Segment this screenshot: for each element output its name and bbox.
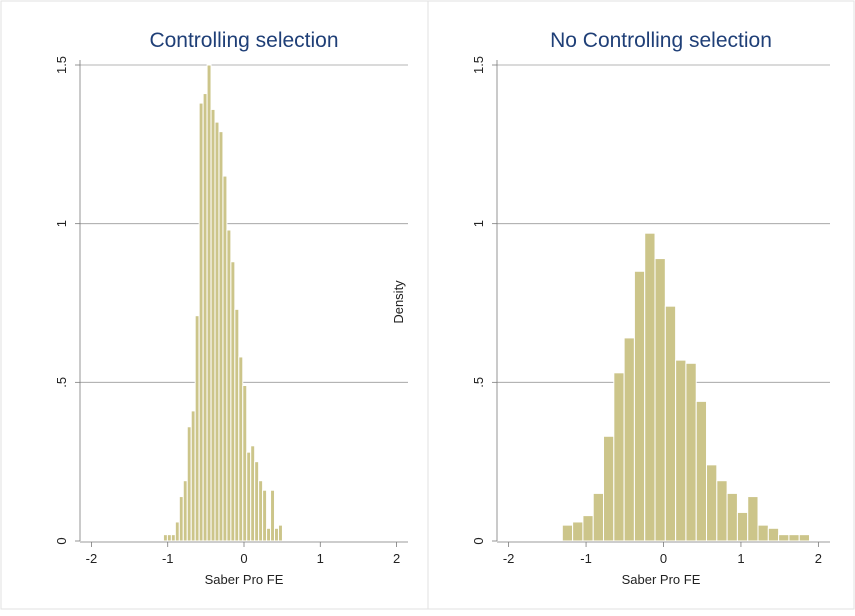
histogram-bar: [218, 131, 224, 542]
histogram-bar: [194, 315, 200, 542]
histogram-bar: [166, 534, 172, 542]
histogram-bar: [778, 534, 790, 542]
histogram-bar: [222, 175, 228, 542]
axes: 0 .5 1 1.5 -2 -1 0 1 2: [471, 56, 830, 566]
histogram-bar: [716, 480, 728, 542]
y-tick-label: 1: [54, 220, 69, 227]
y-tick-label: .5: [54, 377, 69, 388]
histogram-bar: [767, 527, 780, 542]
x-tick-label: 1: [317, 551, 324, 566]
histogram-bar: [186, 426, 192, 542]
grid-lines: [80, 64, 408, 383]
y-tick-label: 1.5: [54, 56, 69, 74]
histogram-bar: [747, 496, 759, 542]
histogram-bar: [623, 337, 635, 542]
histogram-bar: [190, 410, 196, 542]
y-tick-label: 1: [471, 220, 486, 227]
x-tick-label: -2: [86, 551, 98, 566]
chart-title: No Controlling selection: [550, 29, 772, 52]
histogram-bar: [572, 521, 584, 542]
histogram-bar: [174, 521, 180, 542]
histogram-bar: [210, 108, 216, 542]
histogram-bar: [242, 385, 248, 542]
y-axis-title: Density: [391, 280, 406, 324]
bars: [162, 64, 283, 542]
histogram-bar: [258, 480, 264, 542]
x-tick-label: 0: [240, 551, 247, 566]
histogram-bar: [603, 435, 615, 542]
histogram-bar: [675, 359, 687, 542]
panel-no-controlling-selection: No Controlling selection 0.511.5-2 -1 0 1 2 …: [391, 29, 830, 587]
histogram-bar: [162, 534, 168, 542]
histogram-bar: [582, 515, 594, 542]
histogram-bar: [170, 534, 176, 542]
histogram-bar: [262, 489, 268, 542]
histogram-bar: [246, 451, 252, 542]
histogram-bar: [214, 121, 220, 542]
y-tick-label: 0: [471, 537, 486, 544]
axes: 0 .5 1 1.5 -2 -1 0 1 2: [54, 56, 408, 566]
histogram-bar: [788, 534, 800, 542]
histogram-bar: [726, 492, 738, 542]
histogram-bar: [277, 524, 283, 542]
panel-controlling-selection: Controlling selection 0 .5 1 1.5 -2 -1 0 1 2 Sab…: [54, 29, 408, 587]
histogram-bar: [644, 232, 656, 542]
x-tick-label: 0: [660, 551, 667, 566]
histogram-bar: [561, 524, 574, 542]
histogram-bar: [685, 362, 697, 542]
histogram-bar: [757, 524, 769, 542]
histogram-bar: [230, 261, 236, 542]
x-tick-label: -1: [580, 551, 592, 566]
histogram-bar: [592, 492, 605, 542]
histogram-bar: [250, 445, 256, 542]
histogram-bar: [178, 496, 184, 542]
histogram-bar: [798, 534, 811, 542]
histogram-bar: [633, 270, 646, 542]
histogram-bar: [206, 64, 212, 542]
x-tick-label: 1: [737, 551, 744, 566]
x-axis-title: Saber Pro FE: [622, 572, 701, 587]
histogram-bar: [198, 102, 204, 542]
x-tick-label: 2: [393, 551, 400, 566]
histogram-bar: [654, 258, 666, 542]
histogram-bar: [736, 511, 749, 542]
histogram-bar: [664, 305, 677, 542]
y-tick-label: 1.5: [471, 56, 486, 74]
histogram-bar: [274, 527, 279, 542]
histogram-bar: [202, 93, 208, 542]
y-tick-label: 0: [54, 537, 69, 544]
x-tick-label: -1: [162, 551, 174, 566]
y-tick-label: .5: [471, 377, 486, 388]
histogram-bar: [706, 464, 718, 542]
histogram-bar: [254, 461, 260, 542]
histogram-bar: [182, 480, 188, 542]
bars: [561, 232, 811, 542]
x-axis-title: Saber Pro FE: [205, 572, 284, 587]
histogram-bar: [234, 308, 240, 542]
histogram-bar: [226, 229, 232, 542]
x-tick-label: 2: [815, 551, 822, 566]
histogram-bar: [270, 489, 276, 542]
histogram-bar: [613, 372, 625, 542]
histogram-bar: [695, 400, 708, 542]
histogram-bar: [238, 356, 244, 542]
chart-title: Controlling selection: [149, 29, 338, 52]
histogram-bar: [266, 527, 272, 542]
x-tick-label: -2: [503, 551, 515, 566]
